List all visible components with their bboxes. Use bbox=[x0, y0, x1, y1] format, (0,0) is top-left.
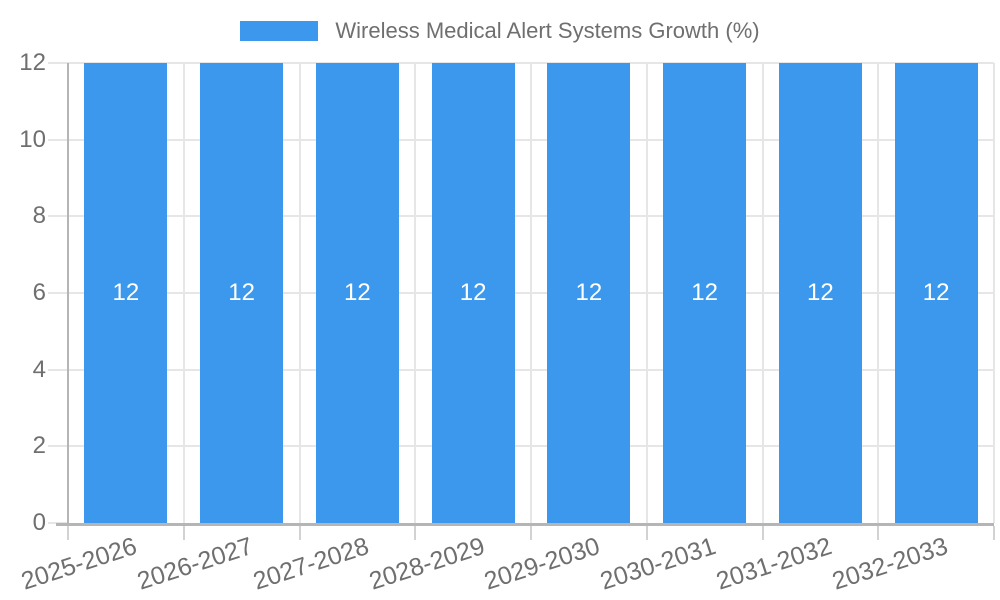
gridline-x-1 bbox=[182, 63, 185, 523]
bar-value-label: 12 bbox=[807, 279, 834, 306]
y-axis-tick-10 bbox=[48, 138, 68, 141]
bar-value-label: 12 bbox=[112, 279, 140, 306]
bar-2027-2028[interactable]: 12 bbox=[315, 63, 399, 523]
bar-2025-2026[interactable]: 12 bbox=[84, 63, 168, 523]
bar-value-label: 12 bbox=[344, 279, 371, 306]
x-axis-tick-6 bbox=[761, 526, 764, 540]
legend-title[interactable]: Wireless Medical Alert Systems Growth (%… bbox=[335, 18, 760, 43]
x-axis-tick-5 bbox=[645, 526, 648, 540]
x-axis-tick-7 bbox=[877, 526, 880, 540]
bar-value-label: 12 bbox=[922, 279, 950, 306]
y-axis-label-8: 8 bbox=[32, 202, 46, 230]
x-axis-label-2032-2033: 2032-2033 bbox=[828, 532, 951, 596]
x-axis-tick-1 bbox=[182, 526, 185, 540]
gridline-x-8 bbox=[993, 63, 995, 523]
gridline-x-3 bbox=[414, 63, 417, 523]
x-axis-label-2029-2030: 2029-2030 bbox=[481, 532, 604, 596]
bar-2031-2032[interactable]: 12 bbox=[778, 63, 862, 523]
x-axis-label-2031-2032: 2031-2032 bbox=[712, 532, 836, 596]
gridline-x-4 bbox=[530, 63, 532, 523]
x-axis-label-2028-2029: 2028-2029 bbox=[365, 532, 488, 596]
y-axis-tick-6 bbox=[48, 292, 68, 294]
gridline-x-7 bbox=[877, 63, 880, 523]
x-axis-label-2027-2028: 2027-2028 bbox=[249, 532, 373, 596]
gridline-x-6 bbox=[761, 63, 764, 523]
x-axis-label-2026-2027: 2026-2027 bbox=[133, 532, 257, 596]
x-axis-tick-0 bbox=[67, 526, 69, 540]
bar-value-label: 12 bbox=[459, 279, 487, 306]
y-axis-tick-8 bbox=[48, 215, 68, 218]
y-axis-label-4: 4 bbox=[32, 355, 46, 383]
bar-2030-2031[interactable]: 12 bbox=[663, 63, 747, 523]
bar-2028-2029[interactable]: 12 bbox=[431, 63, 515, 523]
y-axis-tick-4 bbox=[48, 368, 68, 371]
x-axis-tick-3 bbox=[414, 526, 417, 540]
y-axis-tick-12 bbox=[48, 62, 68, 64]
gridline-x-5 bbox=[645, 63, 648, 523]
legend-swatch[interactable] bbox=[240, 21, 319, 41]
y-axis-label-0: 0 bbox=[32, 509, 46, 536]
bar-value-label: 12 bbox=[575, 279, 603, 306]
bar-value-label: 12 bbox=[691, 279, 718, 306]
x-axis-tick-8 bbox=[993, 526, 995, 540]
bar-value-label: 12 bbox=[228, 279, 255, 306]
chart-legend: Wireless Medical Alert Systems Growth (%… bbox=[0, 18, 1000, 44]
gridline-x-2 bbox=[298, 63, 301, 523]
y-axis-label-10: 10 bbox=[19, 125, 46, 153]
y-axis-label-2: 2 bbox=[32, 432, 46, 460]
y-axis-tick-2 bbox=[48, 445, 68, 448]
y-axis-label-12: 12 bbox=[19, 49, 46, 76]
bar-2032-2033[interactable]: 12 bbox=[894, 63, 978, 523]
x-axis-label-2030-2031: 2030-2031 bbox=[596, 532, 720, 596]
x-axis-line bbox=[56, 523, 994, 526]
y-axis-label-6: 6 bbox=[32, 279, 46, 306]
x-axis-tick-4 bbox=[530, 526, 532, 540]
x-axis-tick-2 bbox=[298, 526, 301, 540]
x-axis-label-2025-2026: 2025-2026 bbox=[18, 532, 141, 596]
bar-2029-2030[interactable]: 12 bbox=[547, 63, 631, 523]
y-axis-line bbox=[67, 63, 69, 526]
bar-2026-2027[interactable]: 12 bbox=[200, 63, 284, 523]
